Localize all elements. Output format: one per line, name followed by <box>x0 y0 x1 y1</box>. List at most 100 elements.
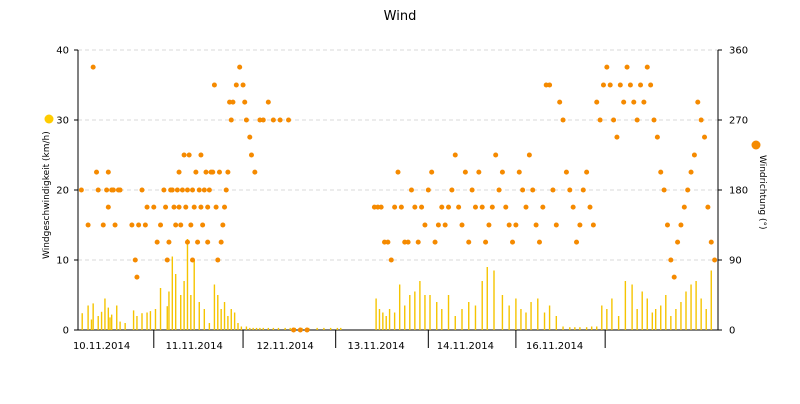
direction-point <box>183 204 189 210</box>
speed-bar <box>180 295 182 330</box>
speed-bar <box>146 312 148 330</box>
speed-bar <box>154 309 157 330</box>
direction-point <box>577 222 583 228</box>
direction-point <box>698 117 704 123</box>
speed-bar <box>481 281 483 330</box>
direction-point <box>479 204 485 210</box>
direction-point <box>223 187 229 193</box>
direction-point <box>567 187 573 193</box>
speed-bar <box>685 291 687 330</box>
direction-point <box>203 169 209 175</box>
speed-bar <box>220 309 222 330</box>
direction-point <box>574 239 580 245</box>
direction-point <box>651 117 657 123</box>
direction-point <box>439 204 445 210</box>
direction-point <box>624 64 630 70</box>
speed-bar <box>227 316 229 330</box>
direction-point <box>442 222 448 228</box>
direction-point <box>105 204 111 210</box>
speed-bar <box>710 270 712 330</box>
direction-point <box>164 257 170 263</box>
direction-point <box>587 204 593 210</box>
y-left-axis-label: Windgeschwindigkeit (km/h) <box>42 131 52 259</box>
direction-point <box>425 187 431 193</box>
direction-point <box>392 204 398 210</box>
speed-bar <box>525 312 527 330</box>
direction-point <box>176 204 182 210</box>
direction-point <box>200 222 206 228</box>
direction-point <box>243 117 249 123</box>
y-right-tick-label: 0 <box>729 326 735 337</box>
direction-point <box>139 187 145 193</box>
direction-point <box>252 169 258 175</box>
direction-point <box>286 117 292 123</box>
speed-bar <box>272 327 275 330</box>
speed-bar <box>486 267 488 330</box>
direction-point <box>179 187 185 193</box>
direction-point <box>654 134 660 140</box>
speed-bar <box>537 298 539 330</box>
speed-bar <box>501 295 504 330</box>
direction-point <box>449 187 455 193</box>
speed-bar <box>136 316 138 330</box>
direction-point <box>533 222 539 228</box>
left-axis-label-group: Windgeschwindigkeit (km/h) <box>42 114 54 259</box>
direction-point <box>198 204 204 210</box>
direction-point <box>90 64 96 70</box>
direction-point <box>213 204 219 210</box>
direction-point <box>105 169 111 175</box>
speed-bar <box>166 306 168 330</box>
direction-point <box>94 169 100 175</box>
direction-point <box>580 187 586 193</box>
direction-point <box>247 134 253 140</box>
speed-bar <box>190 295 192 330</box>
direction-point <box>520 187 526 193</box>
y-right-tick-label: 270 <box>729 116 748 127</box>
speed-bar <box>329 327 332 330</box>
speed-bar <box>654 309 657 330</box>
direction-point <box>597 117 603 123</box>
direction-point <box>176 169 182 175</box>
direction-point <box>117 187 123 193</box>
direction-point <box>129 222 135 228</box>
x-tick-label: 11.11.2014 <box>166 341 223 352</box>
direction-point <box>496 187 502 193</box>
direction-point <box>563 169 569 175</box>
direction-point <box>681 204 687 210</box>
direction-point <box>627 82 633 88</box>
direction-point <box>540 204 546 210</box>
direction-point <box>499 169 505 175</box>
direction-point <box>190 257 196 263</box>
speed-bar <box>624 281 627 330</box>
speed-bar <box>579 327 581 330</box>
right-axis-label-group: Windrichtung (°) <box>751 140 767 230</box>
speed-bar <box>159 288 162 330</box>
speed-bar <box>611 298 613 330</box>
direction-point <box>456 204 462 210</box>
direction-point <box>218 239 224 245</box>
speed-bar <box>289 327 291 330</box>
direction-point <box>446 204 452 210</box>
direction-point <box>163 204 169 210</box>
speed-bar <box>277 327 280 330</box>
direction-point <box>536 239 542 245</box>
speed-bar <box>171 256 174 330</box>
speed-bar <box>340 327 342 330</box>
speed-bar <box>186 239 189 330</box>
speed-bar <box>493 270 495 330</box>
direction-point <box>510 239 516 245</box>
direction-point <box>408 187 414 193</box>
direction-point <box>104 187 110 193</box>
direction-point <box>85 222 91 228</box>
direction-point <box>142 222 148 228</box>
direction-point <box>378 204 384 210</box>
speed-bar <box>585 327 588 330</box>
speed-bar <box>141 313 143 330</box>
direction-point <box>265 99 271 105</box>
speed-bar <box>316 327 318 330</box>
y-right-tick-label: 180 <box>729 186 748 197</box>
direction-point <box>435 222 441 228</box>
direction-point <box>513 222 519 228</box>
speed-bar <box>385 316 387 330</box>
